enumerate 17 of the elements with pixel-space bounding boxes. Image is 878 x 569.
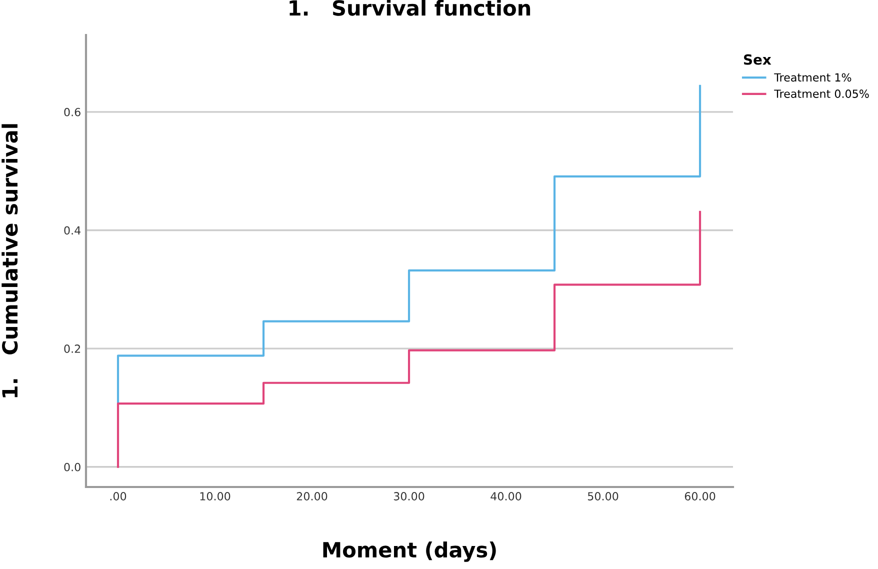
x-tick-label: 40.00 bbox=[490, 492, 522, 500]
y-axis-title: 1. Cumulative survival bbox=[2, 124, 18, 398]
legend-label: Treatment 0.05% bbox=[774, 90, 869, 98]
x-tick-label: 10.00 bbox=[200, 492, 230, 500]
chart-title: 1. Survival function bbox=[290, 0, 530, 16]
x-axis-title: Moment (days) bbox=[323, 542, 496, 562]
legend-title: Sex bbox=[744, 54, 772, 65]
y-tick-label: 0.6 bbox=[64, 108, 80, 116]
x-tick-label: 60.00 bbox=[684, 492, 716, 500]
x-tick-label: 30.00 bbox=[394, 492, 424, 500]
x-tick-label: .00 bbox=[110, 492, 126, 500]
x-tick-label: 20.00 bbox=[296, 492, 328, 500]
x-tick-label: 50.00 bbox=[588, 492, 618, 500]
y-tick-label: 0.0 bbox=[64, 462, 80, 472]
y-tick-label: 0.4 bbox=[64, 226, 81, 235]
legend-label: Treatment 1% bbox=[774, 73, 852, 82]
y-tick-label: 0.2 bbox=[64, 344, 80, 353]
